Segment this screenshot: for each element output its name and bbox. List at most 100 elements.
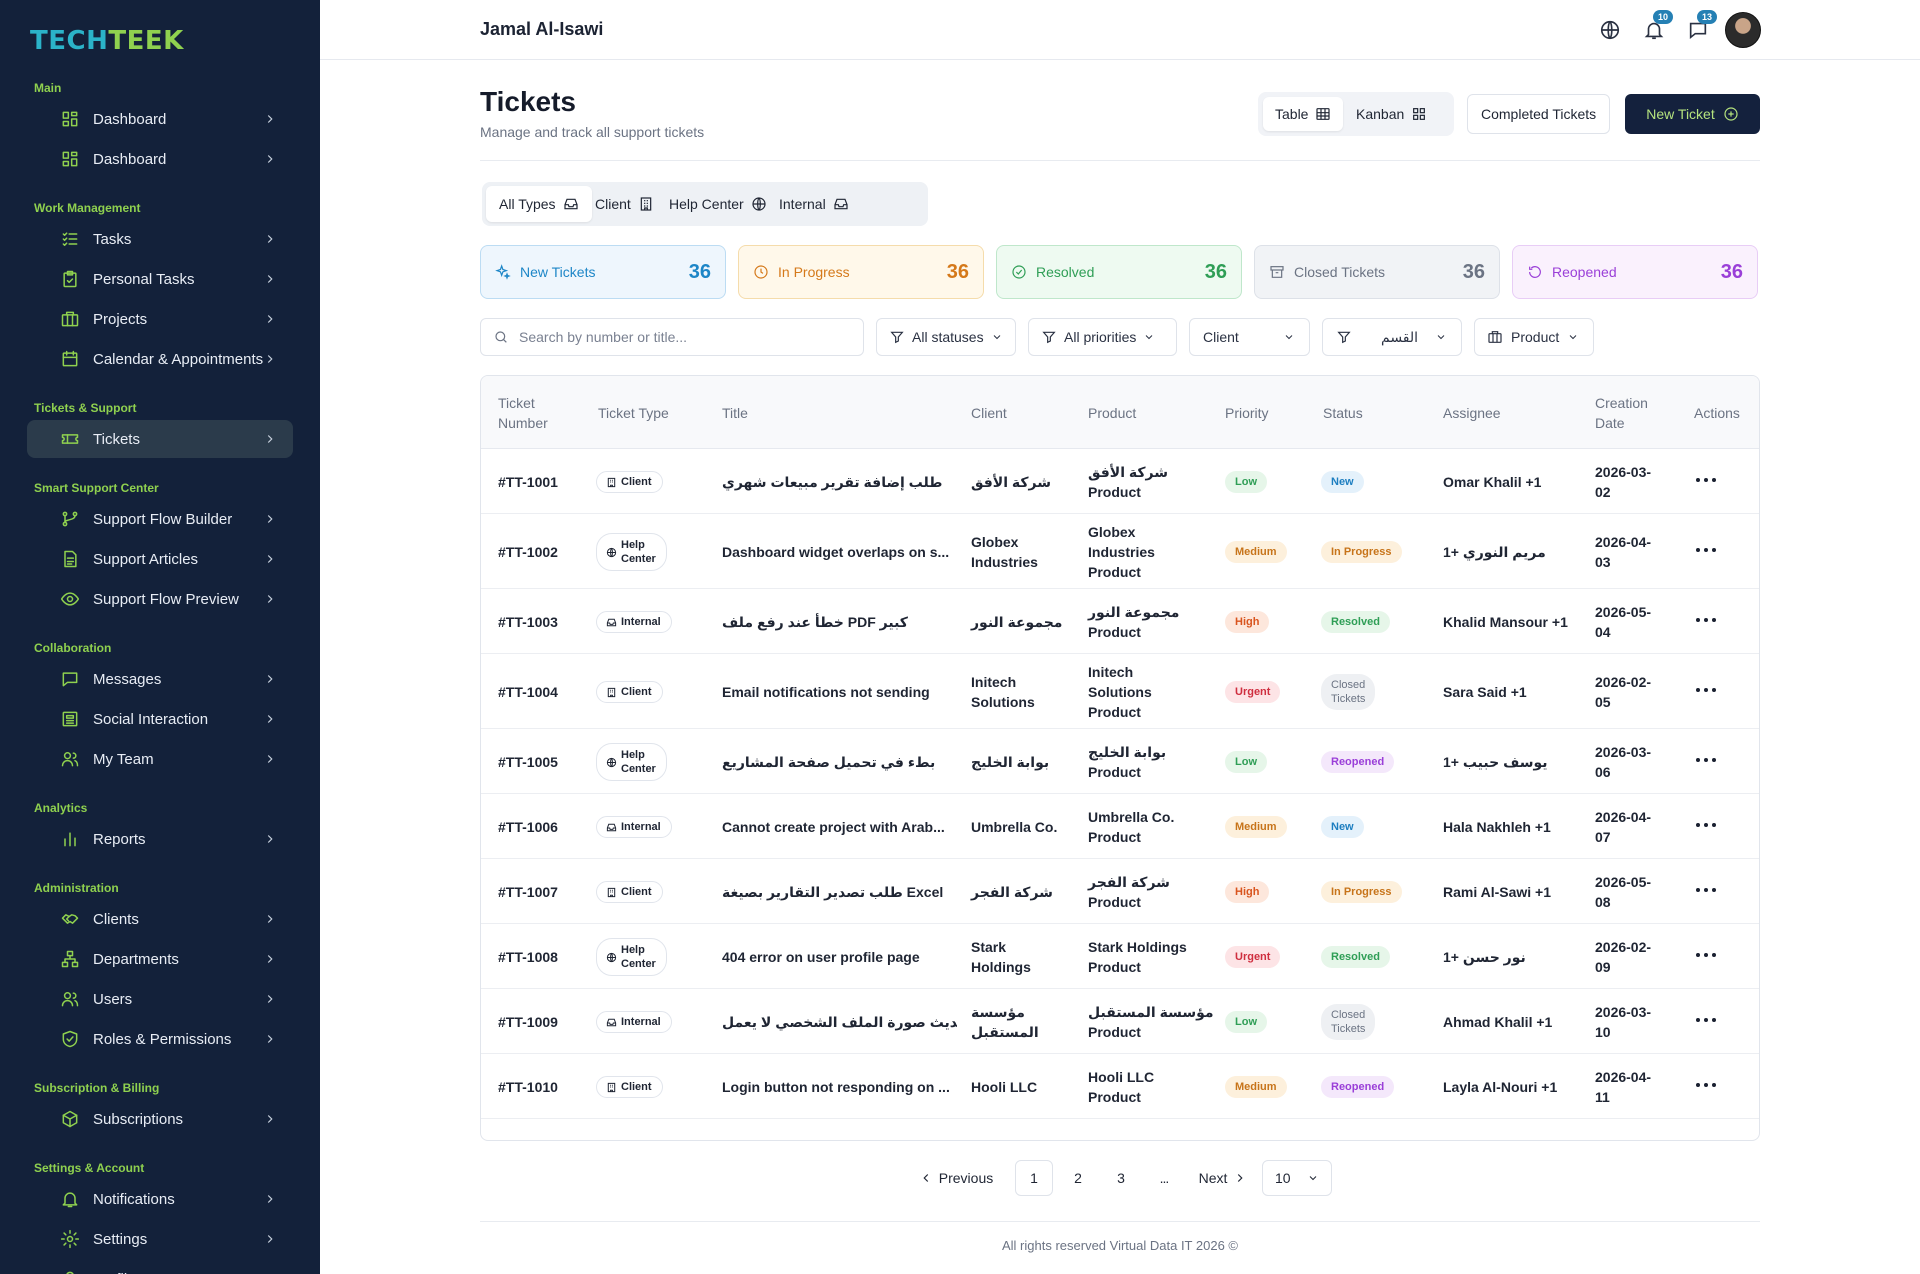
page-2-button[interactable]: 2: [1074, 1170, 1082, 1186]
ticket-number[interactable]: #TT-1009: [498, 1014, 558, 1030]
table-row[interactable]: #TT-1009 Internal تحديث صورة الملف الشخصي …: [481, 989, 1759, 1054]
more-actions-icon[interactable]: [1694, 468, 1718, 492]
sidebar-item-my-team[interactable]: My Team: [27, 740, 293, 778]
stat-card-new[interactable]: New Tickets 36: [480, 245, 726, 299]
header-client[interactable]: Client: [971, 405, 1007, 421]
tab-help-center[interactable]: Help Center: [656, 186, 780, 222]
sidebar-item-settings[interactable]: Settings: [27, 1220, 293, 1258]
ticket-title[interactable]: Login button not responding on ...: [722, 1079, 950, 1095]
product-filter[interactable]: Product: [1474, 318, 1594, 356]
table-row[interactable]: #TT-1006 Internal Cannot create project wi…: [481, 794, 1759, 859]
header-ticket-number[interactable]: Ticket Number: [498, 393, 548, 433]
table-row[interactable]: #TT-1001 Client طلب إضافة تقرير مبيعات شهر…: [481, 449, 1759, 514]
table-row[interactable]: #TT-1003 Internal خطأ عند رفع ملف PDF كبير…: [481, 589, 1759, 654]
globe-icon[interactable]: [1599, 19, 1621, 41]
sidebar-item-social-interaction[interactable]: Social Interaction: [27, 700, 293, 738]
more-actions-icon[interactable]: [1694, 878, 1718, 902]
sidebar-item-tasks[interactable]: Tasks: [27, 220, 293, 258]
new-ticket-button[interactable]: New Ticket: [1625, 94, 1760, 134]
next-page-button[interactable]: Next: [1193, 1160, 1253, 1196]
more-actions-icon[interactable]: [1694, 1008, 1718, 1032]
ticket-number[interactable]: #TT-1001: [498, 474, 558, 490]
sidebar-item-users[interactable]: Users: [27, 980, 293, 1018]
sidebar-item-support-articles[interactable]: Support Articles: [27, 540, 293, 578]
ticket-number[interactable]: #TT-1004: [498, 684, 558, 700]
client-filter[interactable]: Client: [1189, 318, 1310, 356]
sidebar-item-dashboard[interactable]: Dashboard: [27, 100, 293, 138]
ticket-title[interactable]: تحديث صورة الملف الشخصي لا يعمل: [722, 1014, 957, 1030]
sidebar-item-dashboard[interactable]: Dashboard: [27, 140, 293, 178]
ticket-number[interactable]: #TT-1003: [498, 614, 558, 630]
sidebar-item-subscriptions[interactable]: Subscriptions: [27, 1100, 293, 1138]
sidebar-item-calendar-appointments[interactable]: Calendar & Appointments: [27, 340, 293, 378]
more-actions-icon[interactable]: [1694, 943, 1718, 967]
status-filter[interactable]: All statuses: [876, 318, 1016, 356]
header-status[interactable]: Status: [1323, 405, 1363, 421]
bell-icon[interactable]: 10: [1643, 10, 1673, 41]
more-actions-icon[interactable]: [1694, 813, 1718, 837]
sidebar-item-messages[interactable]: Messages: [27, 660, 293, 698]
table-row[interactable]: #TT-1004 Client Email notifications not se…: [481, 654, 1759, 729]
ticket-number[interactable]: #TT-1008: [498, 949, 558, 965]
header-title[interactable]: Title: [722, 405, 748, 421]
tab-internal[interactable]: Internal: [766, 186, 862, 222]
ticket-title[interactable]: 404 error on user profile page: [722, 949, 920, 965]
header-product[interactable]: Product: [1088, 405, 1137, 421]
priority-filter[interactable]: All priorities: [1028, 318, 1177, 356]
table-row[interactable]: #TT-1008 Help Center 404 error on user prof…: [481, 924, 1759, 989]
sidebar-item-support-flow-builder[interactable]: Support Flow Builder: [27, 500, 293, 538]
tab-client[interactable]: Client: [582, 186, 667, 222]
sidebar-item-departments[interactable]: Departments: [27, 940, 293, 978]
page-1-button[interactable]: 1: [1015, 1160, 1053, 1196]
ticket-number[interactable]: #TT-1007: [498, 884, 558, 900]
stat-card-in-progress[interactable]: In Progress 36: [738, 245, 984, 299]
ticket-number[interactable]: #TT-1010: [498, 1079, 558, 1095]
more-actions-icon[interactable]: [1694, 748, 1718, 772]
header-ticket-type[interactable]: Ticket Type: [598, 405, 669, 421]
sidebar-item-personal-tasks[interactable]: Personal Tasks: [27, 260, 293, 298]
header-assignee[interactable]: Assignee: [1443, 405, 1501, 421]
previous-page-button[interactable]: Previous: [914, 1160, 998, 1196]
stat-card-reopened[interactable]: Reopened 36: [1512, 245, 1758, 299]
table-row[interactable]: #TT-1007 Client طلب تصدير التقارير بصيغة E…: [481, 859, 1759, 924]
header-priority[interactable]: Priority: [1225, 405, 1269, 421]
avatar[interactable]: [1725, 12, 1761, 48]
sidebar-item-projects[interactable]: Projects: [27, 300, 293, 338]
more-actions-icon[interactable]: [1694, 608, 1718, 632]
ticket-title[interactable]: خطأ عند رفع ملف PDF كبير: [722, 614, 908, 630]
stat-card-closed[interactable]: Closed Tickets 36: [1254, 245, 1500, 299]
ticket-title[interactable]: Dashboard widget overlaps on s...: [722, 544, 950, 560]
ticket-number[interactable]: #TT-1002: [498, 544, 558, 560]
ticket-number[interactable]: #TT-1005: [498, 754, 558, 770]
page-3-button[interactable]: 3: [1117, 1170, 1125, 1186]
completed-tickets-button[interactable]: Completed Tickets: [1467, 94, 1611, 134]
table-view-button[interactable]: Table: [1263, 97, 1344, 131]
more-actions-icon[interactable]: [1694, 678, 1718, 702]
sidebar-item-profile[interactable]: Profile: [27, 1260, 293, 1274]
chat-icon[interactable]: 13: [1687, 10, 1717, 41]
sidebar-item-roles-permissions[interactable]: Roles & Permissions: [27, 1020, 293, 1058]
ticket-title[interactable]: بطء في تحميل صفحة المشاريع: [722, 754, 936, 770]
sidebar-item-support-flow-preview[interactable]: Support Flow Preview: [27, 580, 293, 618]
table-row[interactable]: #TT-1002 Help Center Dashboard widget overl…: [481, 514, 1759, 589]
department-filter[interactable]: القسم: [1322, 318, 1462, 356]
ticket-title[interactable]: طلب تصدير التقارير بصيغة Excel: [722, 884, 944, 900]
more-actions-icon[interactable]: [1694, 538, 1718, 562]
table-row[interactable]: #TT-1010 Client Login button not respondin…: [481, 1054, 1759, 1119]
sidebar-item-clients[interactable]: Clients: [27, 900, 293, 938]
header-creation-date[interactable]: Creation Date: [1595, 393, 1648, 433]
ticket-title[interactable]: Cannot create project with Arab...: [722, 819, 945, 835]
more-actions-icon[interactable]: [1694, 1073, 1718, 1097]
sidebar-item-tickets[interactable]: Tickets: [27, 420, 293, 458]
tab-all-types[interactable]: All Types: [486, 186, 592, 222]
ticket-title[interactable]: طلب إضافة تقرير مبيعات شهري: [722, 474, 943, 490]
search-input[interactable]: [519, 329, 849, 345]
ticket-title[interactable]: Email notifications not sending: [722, 684, 930, 700]
sidebar-item-reports[interactable]: Reports: [27, 820, 293, 858]
ticket-number[interactable]: #TT-1006: [498, 819, 558, 835]
page-size-select[interactable]: 10: [1262, 1160, 1332, 1196]
stat-card-resolved[interactable]: Resolved 36: [996, 245, 1242, 299]
kanban-view-button[interactable]: Kanban: [1344, 97, 1439, 131]
sidebar-item-notifications[interactable]: Notifications: [27, 1180, 293, 1218]
techteek-logo[interactable]: TECHTEEK: [30, 26, 184, 56]
